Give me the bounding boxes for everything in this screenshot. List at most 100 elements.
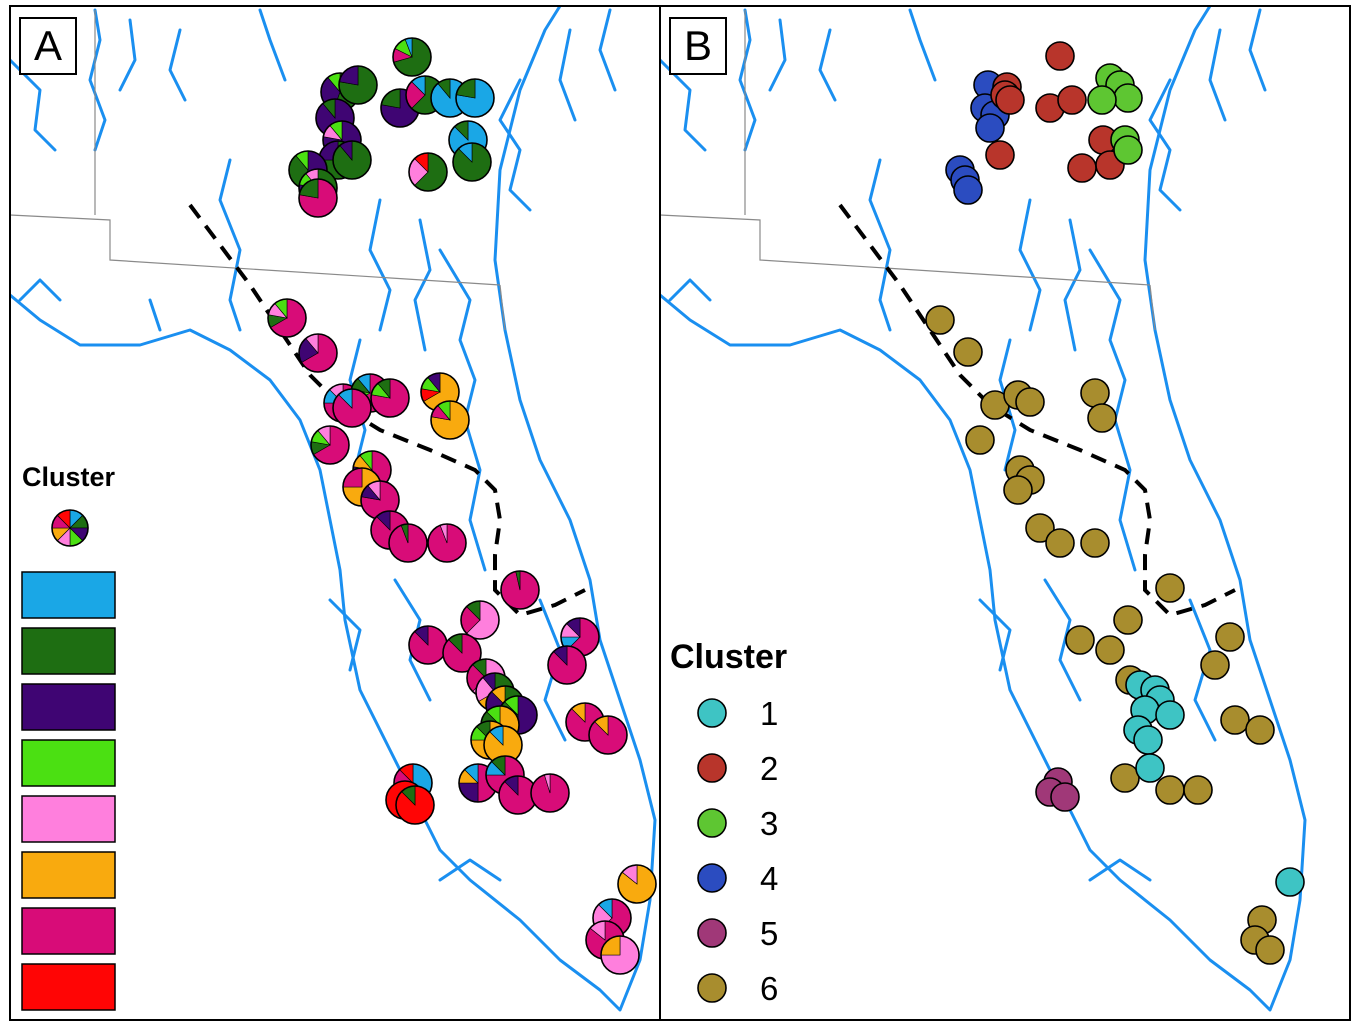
pie-outline bbox=[600, 935, 640, 975]
pie-outline bbox=[332, 388, 372, 428]
legend-swatch bbox=[21, 739, 116, 787]
cluster-dot bbox=[1057, 85, 1087, 115]
pie-markers bbox=[267, 37, 657, 975]
cluster-dot bbox=[1113, 135, 1143, 165]
panel-b bbox=[660, 6, 1307, 1012]
pie-marker bbox=[460, 600, 500, 640]
pie-outline bbox=[430, 400, 470, 440]
panel-a bbox=[10, 6, 657, 1012]
cluster-dot bbox=[1220, 705, 1250, 735]
cluster-markers bbox=[925, 41, 1305, 965]
cluster-dot bbox=[1110, 763, 1140, 793]
cluster-dot bbox=[1015, 387, 1045, 417]
pie-marker bbox=[388, 523, 428, 563]
cluster-dot bbox=[985, 140, 1015, 170]
pie-marker bbox=[427, 523, 467, 563]
cluster-dot bbox=[1155, 700, 1185, 730]
pie-outline bbox=[455, 78, 495, 118]
legend-a-title: Cluster bbox=[22, 462, 116, 492]
legend-swatch bbox=[21, 851, 116, 899]
cluster-dot bbox=[953, 175, 983, 205]
cluster-dot bbox=[1080, 378, 1110, 408]
cluster-dot bbox=[965, 425, 995, 455]
pie-slice bbox=[517, 695, 538, 735]
pie-outline bbox=[388, 523, 428, 563]
pie-outline bbox=[460, 600, 500, 640]
pie-outline bbox=[310, 425, 350, 465]
pie-marker bbox=[395, 785, 435, 825]
pie-outline bbox=[588, 715, 628, 755]
pie-marker bbox=[500, 570, 540, 610]
cluster-dot bbox=[1003, 475, 1033, 505]
pie-outline bbox=[395, 785, 435, 825]
pie-outline bbox=[370, 378, 410, 418]
panel-a-label: A bbox=[34, 22, 62, 69]
cluster-dot bbox=[1087, 403, 1117, 433]
pie-outline bbox=[51, 509, 89, 547]
state-lines-b bbox=[660, 10, 1156, 331]
legend-swatch bbox=[21, 683, 116, 731]
cluster-dot bbox=[1155, 775, 1185, 805]
pie-marker bbox=[455, 78, 495, 118]
panel-b-label-box bbox=[669, 17, 727, 75]
coastline-a bbox=[10, 6, 657, 1012]
cluster-dot bbox=[1215, 622, 1245, 652]
panel-b-label: B bbox=[684, 22, 712, 69]
legend-b-dot bbox=[697, 863, 727, 893]
pie-marker bbox=[332, 388, 372, 428]
cluster-dot bbox=[1200, 650, 1230, 680]
pie-outline bbox=[530, 773, 570, 813]
pie-marker bbox=[617, 864, 657, 904]
legend-b-label: 5 bbox=[760, 915, 778, 952]
legend-swatch bbox=[21, 571, 116, 619]
pie-outline bbox=[298, 178, 338, 218]
coastline-b bbox=[660, 6, 1307, 1012]
pie-marker bbox=[430, 400, 470, 440]
legend-swatch bbox=[21, 795, 116, 843]
legend-swatch bbox=[21, 627, 116, 675]
cluster-dot bbox=[1183, 775, 1213, 805]
cluster-dot bbox=[1095, 635, 1125, 665]
pie-marker bbox=[310, 425, 350, 465]
pie-outline bbox=[338, 65, 378, 105]
pie-outline bbox=[332, 140, 372, 180]
cluster-dot bbox=[1155, 573, 1185, 603]
pie-marker bbox=[338, 65, 378, 105]
cluster-dot bbox=[1025, 513, 1055, 543]
cluster-dot bbox=[1245, 715, 1275, 745]
legend-a: Cluster bbox=[21, 462, 116, 1011]
cluster-dot bbox=[1067, 153, 1097, 183]
pie-outline bbox=[617, 864, 657, 904]
cluster-dot bbox=[1050, 782, 1080, 812]
pie-marker bbox=[298, 178, 338, 218]
legend-b-dot bbox=[697, 918, 727, 948]
cluster-dot bbox=[995, 85, 1025, 115]
pie-outline bbox=[298, 333, 338, 373]
pie-outline bbox=[427, 523, 467, 563]
pie-outline bbox=[500, 570, 540, 610]
rivers-b bbox=[660, 6, 1307, 1012]
pie-outline bbox=[392, 37, 432, 77]
pie-outline bbox=[267, 298, 307, 338]
cluster-dot bbox=[975, 113, 1005, 143]
cluster-dot bbox=[953, 337, 983, 367]
cluster-dot bbox=[1080, 528, 1110, 558]
legend-b-dot bbox=[697, 753, 727, 783]
pie-marker bbox=[600, 935, 640, 975]
pie-outline bbox=[452, 142, 492, 182]
pie-marker bbox=[530, 773, 570, 813]
legend-a-swatches bbox=[21, 571, 116, 1011]
pie-marker bbox=[452, 142, 492, 182]
pie-marker bbox=[547, 645, 587, 685]
pie-marker bbox=[267, 298, 307, 338]
panel-b-frame bbox=[659, 5, 1351, 1021]
pie-outline bbox=[408, 152, 448, 192]
legend-b-label: 3 bbox=[760, 805, 778, 842]
pie-marker bbox=[298, 333, 338, 373]
rivers-a bbox=[10, 6, 657, 1012]
boundary-line-b bbox=[838, 203, 1236, 618]
pie-marker bbox=[588, 715, 628, 755]
legend-b-label: 1 bbox=[760, 695, 778, 732]
